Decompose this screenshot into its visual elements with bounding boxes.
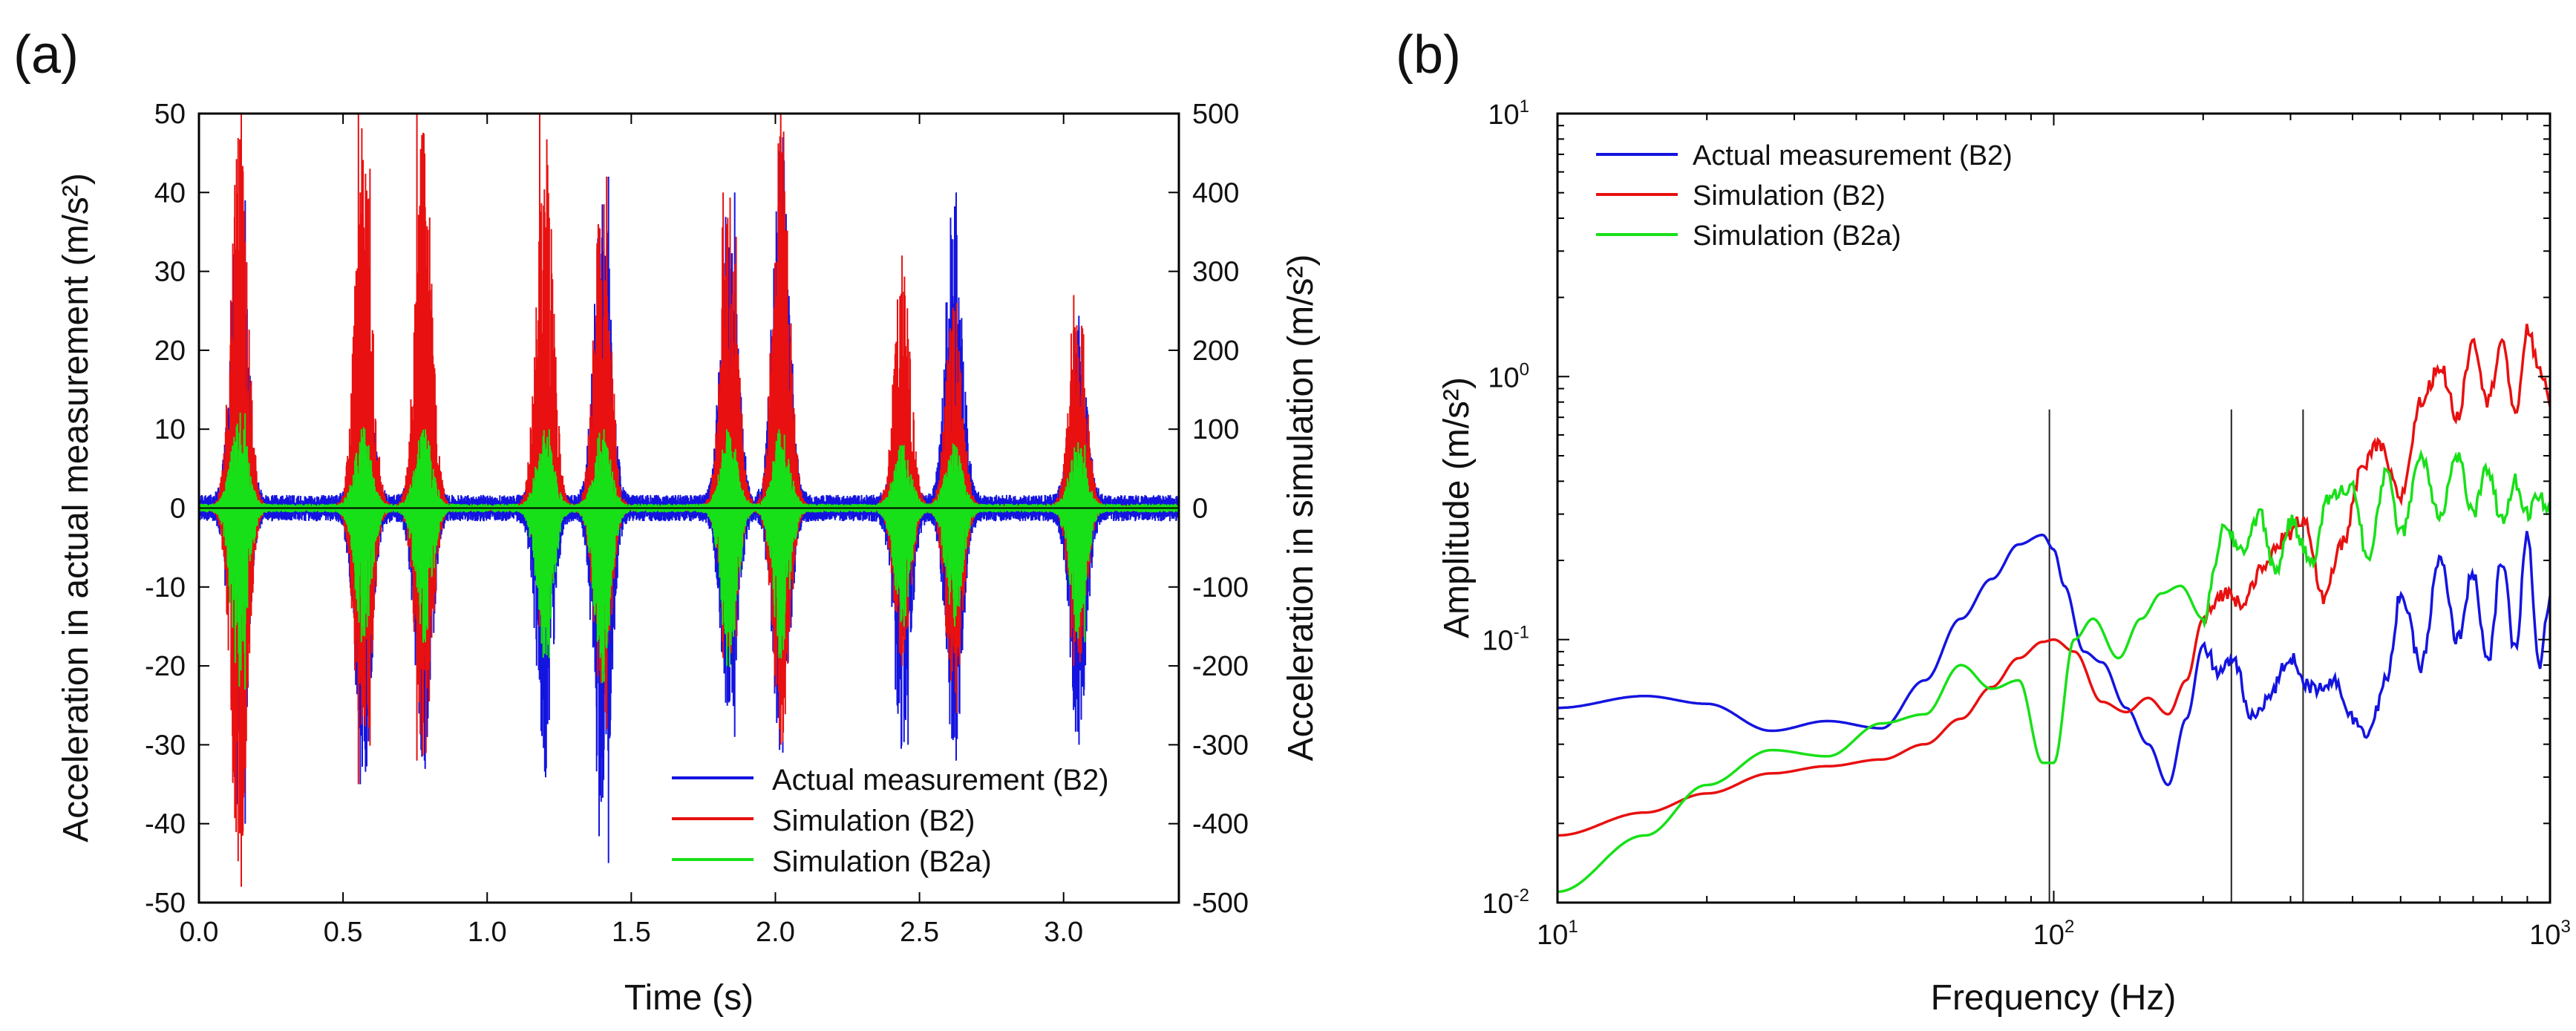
y-right-tick-label: -100 [1192, 572, 1249, 603]
y-tick-label: 40 [154, 177, 186, 209]
y-tick-label: 101 [1488, 96, 1529, 131]
x-tick-label: 102 [2033, 917, 2075, 951]
y-tick-label: 0 [170, 494, 186, 525]
panel-b-clip [1557, 324, 2550, 903]
x-tick-label: 1.0 [468, 917, 507, 948]
x-tick-exponent: 1 [1568, 917, 1578, 937]
legend-b-label-sim-b2: Simulation (B2) [1693, 180, 1886, 212]
y-tick-label: -20 [145, 651, 186, 682]
x-tick-label: 1.5 [612, 917, 651, 948]
series-simulation-b2a-trace [199, 412, 1179, 690]
panel-a-x-axis-label: Time (s) [624, 978, 753, 1018]
y-right-tick-label: -300 [1192, 730, 1249, 761]
spectrum-simulation-b2 [1557, 324, 2550, 837]
y-right-tick-label: 500 [1192, 99, 1239, 130]
y-right-tick-label: -200 [1192, 651, 1249, 682]
legend-a-label-sim-b2: Simulation (B2) [772, 805, 975, 837]
panel-a-ticks: 0.0 0.5 1.0 1.5 2.0 2.5 3.050403020100-10-20-3… [145, 99, 1249, 948]
legend-b-label-sim-b2a: Simulation (B2a) [1693, 220, 1901, 252]
panel-a-time-series: (a) 0.0 0.5 1.0 1.5 2.0 2.5 3.050403020100-10-… [13, 25, 1321, 1018]
panel-a-label: (a) [13, 25, 79, 85]
y-tick-label: 10-2 [1482, 886, 1529, 920]
y-right-tick-label: -500 [1192, 888, 1249, 919]
panel-b-legend: Actual measurement (B2) Simulation (B2) … [1596, 140, 2013, 252]
y-right-tick-label: 400 [1192, 177, 1239, 209]
y-tick-label: 30 [154, 257, 186, 288]
y-tick-label: -30 [145, 730, 186, 761]
y-tick-exponent: 1 [1520, 96, 1529, 117]
y-tick-label: -40 [145, 809, 186, 840]
x-tick-label: 3.0 [1044, 917, 1083, 948]
y-tick-label: -10 [145, 572, 186, 603]
spectrum-actual-measurement [1557, 531, 2550, 787]
y-tick-label: 100 [1488, 359, 1529, 393]
y-tick-label: -50 [145, 888, 186, 919]
y-right-tick-label: 200 [1192, 336, 1239, 367]
legend-b-label-actual: Actual measurement (B2) [1693, 140, 2013, 171]
panel-a-left-y-axis-label: Acceleration in actual measurement (m/s²… [56, 173, 96, 842]
legend-a-label-sim-b2a: Simulation (B2a) [772, 845, 992, 878]
y-tick-label: 10 [154, 414, 186, 445]
y-right-tick-label: 300 [1192, 257, 1239, 288]
x-tick-exponent: 2 [2065, 917, 2074, 937]
y-tick-label: 20 [154, 336, 186, 367]
x-tick-label: 101 [1537, 917, 1578, 951]
x-tick-exponent: 3 [2560, 917, 2570, 937]
y-right-tick-label: 0 [1192, 494, 1208, 525]
y-right-tick-label: -400 [1192, 809, 1249, 840]
panel-b-y-axis-label: Amplitude (m/s²) [1437, 377, 1477, 638]
panel-b-x-axis-label: Frequency (Hz) [1931, 978, 2177, 1018]
panel-b-label: (b) [1396, 25, 1461, 85]
y-right-tick-label: 100 [1192, 414, 1239, 445]
y-tick-label: 50 [154, 99, 186, 130]
panel-b-data [1557, 324, 2550, 903]
spectrum-simulation-b2a [1557, 448, 2550, 894]
panel-a-legend: Actual measurement (B2) Simulation (B2) … [672, 764, 1109, 878]
x-tick-label: 2.5 [900, 917, 939, 948]
x-tick-label: 0.5 [324, 917, 363, 948]
y-tick-label: 10-1 [1482, 623, 1529, 657]
y-tick-exponent: 0 [1520, 359, 1529, 379]
x-tick-label: 0.0 [180, 917, 219, 948]
y-tick-exponent: -2 [1514, 886, 1529, 906]
panel-a-right-y-axis-label: Acceleration in simulation (m/s²) [1281, 255, 1321, 762]
legend-a-label-actual: Actual measurement (B2) [772, 764, 1109, 796]
y-tick-exponent: -1 [1514, 623, 1529, 643]
x-tick-label: 2.0 [756, 917, 795, 948]
x-tick-label: 103 [2529, 917, 2571, 951]
